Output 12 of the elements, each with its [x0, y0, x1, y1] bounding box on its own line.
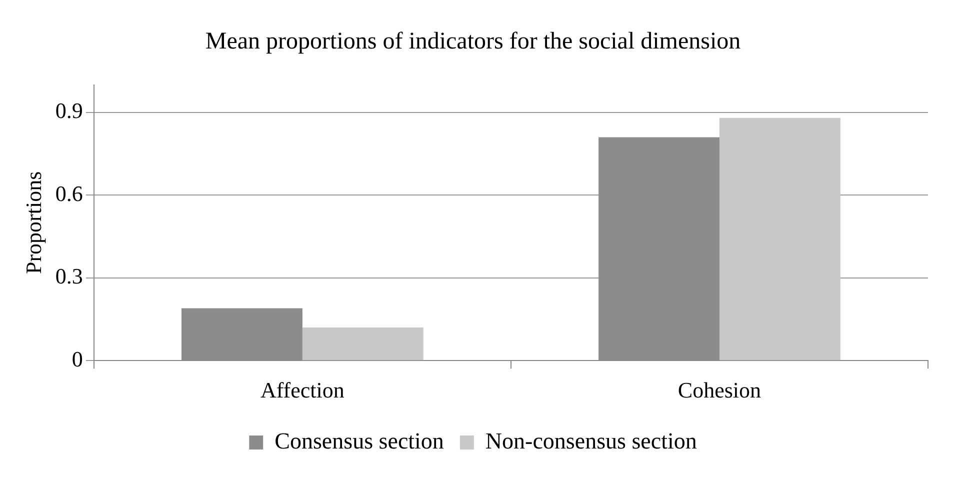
- y-tick-label: 0.6: [55, 180, 83, 206]
- bar: [719, 118, 840, 360]
- legend-label: Non-consensus section: [485, 428, 698, 454]
- y-axis-title: Proportions: [20, 171, 46, 274]
- x-tick-label: Cohesion: [678, 378, 762, 403]
- chart-title: Mean proportions of indicators for the social dimension: [205, 28, 741, 55]
- legend-label: Consensus section: [274, 428, 444, 454]
- y-tick-label: 0: [72, 346, 83, 372]
- y-tick-label: 0.9: [55, 98, 83, 124]
- y-tick-label: 0.3: [55, 264, 83, 289]
- x-tick-label: Affection: [260, 378, 344, 403]
- bar: [302, 328, 424, 360]
